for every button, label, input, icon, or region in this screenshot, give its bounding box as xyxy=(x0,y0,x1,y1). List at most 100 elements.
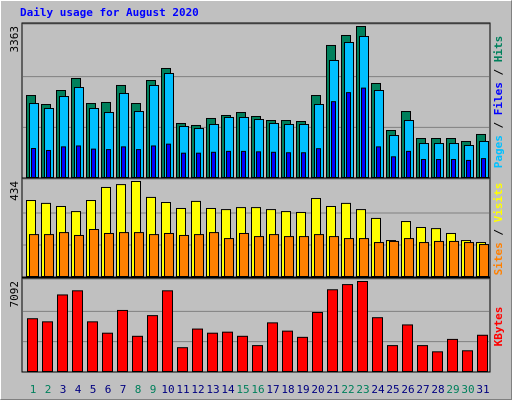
x-tick-label: 18 xyxy=(281,383,294,396)
bar xyxy=(436,159,441,179)
x-tick-label: 4 xyxy=(75,383,82,396)
x-tick-label: 22 xyxy=(341,383,354,396)
bar xyxy=(239,232,249,277)
bar xyxy=(267,322,278,372)
bar xyxy=(316,148,321,179)
bar xyxy=(151,145,156,178)
bar xyxy=(271,151,276,178)
bar xyxy=(376,146,381,179)
legend-entry: Pages xyxy=(492,135,505,168)
bar xyxy=(389,240,399,277)
bar xyxy=(181,152,186,179)
bar xyxy=(226,150,231,179)
bar xyxy=(74,234,84,277)
legend-separator: / xyxy=(492,115,505,135)
x-tick-label: 16 xyxy=(251,383,264,396)
bar xyxy=(449,240,459,277)
x-tick-label: 12 xyxy=(191,383,204,396)
x-tick-label: 7 xyxy=(120,383,127,396)
bar xyxy=(329,236,339,277)
bar xyxy=(134,232,144,277)
bar xyxy=(299,236,309,277)
bar xyxy=(374,242,384,277)
bar xyxy=(46,149,51,178)
x-tick-label: 25 xyxy=(386,383,399,396)
bar xyxy=(314,234,324,277)
bar xyxy=(477,334,488,372)
x-tick-label: 10 xyxy=(161,383,174,396)
bar xyxy=(297,336,308,372)
bar xyxy=(421,159,426,179)
bar xyxy=(342,284,353,372)
bar xyxy=(222,331,233,373)
bar xyxy=(269,234,279,277)
bar xyxy=(481,158,486,178)
bar xyxy=(147,315,158,373)
bar xyxy=(387,345,398,372)
bar xyxy=(241,150,246,179)
bar xyxy=(391,156,396,178)
x-tick-label: 5 xyxy=(90,383,97,396)
bar xyxy=(149,234,159,277)
bar xyxy=(312,312,323,372)
bar xyxy=(331,101,336,178)
bar xyxy=(104,232,114,277)
bar xyxy=(327,289,338,372)
bar xyxy=(91,148,96,179)
bar xyxy=(59,232,69,277)
bar xyxy=(106,149,111,178)
bar xyxy=(207,332,218,372)
legend-entry: Sites xyxy=(492,242,505,275)
bar xyxy=(44,234,54,277)
x-tick-label: 30 xyxy=(461,383,474,396)
bar xyxy=(194,234,204,277)
bar xyxy=(166,143,171,178)
x-tick-label: 11 xyxy=(176,383,189,396)
legend-separator: / xyxy=(492,62,505,82)
y-tick-label: 3363 xyxy=(8,26,21,53)
bar xyxy=(372,317,383,373)
x-tick-label: 28 xyxy=(431,383,444,396)
bar xyxy=(76,145,81,178)
bar xyxy=(301,152,306,179)
bar xyxy=(237,335,248,372)
bar xyxy=(31,147,36,178)
bar xyxy=(479,244,489,277)
bar xyxy=(344,238,354,277)
x-tick-label: 27 xyxy=(416,383,429,396)
bar xyxy=(179,234,189,277)
legend: Sites / Visits xyxy=(492,183,505,276)
bar xyxy=(119,232,129,277)
bar xyxy=(61,146,66,179)
bar xyxy=(357,281,368,372)
x-tick-label: 6 xyxy=(105,383,112,396)
x-tick-label: 1 xyxy=(30,383,37,396)
y-tick-label: 434 xyxy=(8,181,21,201)
bar xyxy=(434,240,444,277)
bar xyxy=(132,335,143,372)
x-tick-label: 14 xyxy=(221,383,235,396)
bar xyxy=(162,290,173,372)
bar xyxy=(196,152,201,179)
legend: KBytes xyxy=(492,307,505,347)
x-tick-label: 23 xyxy=(356,383,369,396)
bar xyxy=(27,318,38,373)
bar xyxy=(359,238,369,277)
x-tick-label: 8 xyxy=(135,383,142,396)
bar xyxy=(252,345,263,372)
bar xyxy=(417,345,428,372)
bar xyxy=(451,159,456,179)
bar xyxy=(209,232,219,277)
chart-title: Daily usage for August 2020 xyxy=(20,6,199,19)
bar xyxy=(254,236,264,277)
bar xyxy=(462,350,473,373)
legend-entry: Files xyxy=(492,82,505,115)
x-tick-label: 15 xyxy=(236,383,249,396)
bar xyxy=(466,159,471,178)
bar xyxy=(286,152,291,179)
legend: Pages / Files / Hits xyxy=(492,36,505,169)
bar xyxy=(177,347,188,372)
x-tick-label: 26 xyxy=(401,383,414,396)
bar xyxy=(464,242,474,277)
